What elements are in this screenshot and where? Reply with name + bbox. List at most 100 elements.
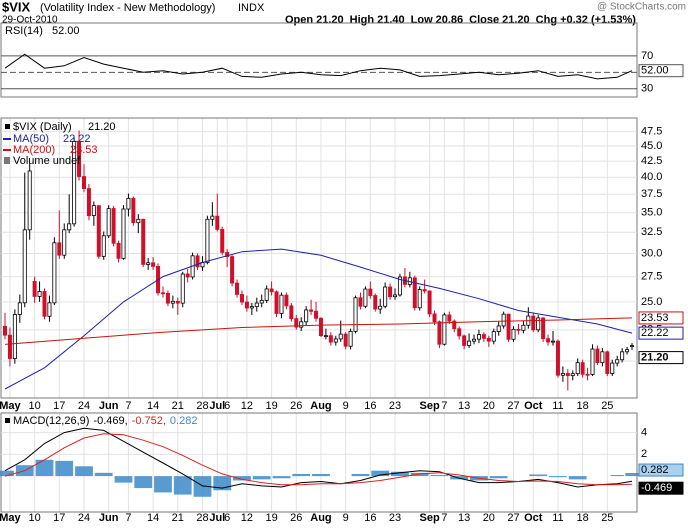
candle-body	[462, 335, 467, 346]
candle-body	[516, 328, 521, 331]
legend-value: 0.282	[170, 415, 198, 427]
histogram-bar	[410, 472, 429, 477]
value-label: 52.00	[641, 65, 669, 77]
histogram-bar	[351, 473, 370, 477]
quote-value: 21.20	[502, 14, 530, 26]
candle-body	[353, 297, 358, 332]
legend-name: MA(200)	[13, 144, 55, 156]
candle-body	[555, 340, 560, 376]
histogram-bar	[272, 476, 291, 479]
candle-body	[585, 373, 590, 376]
legend-value: 23.53	[70, 144, 98, 156]
candle-body	[481, 334, 486, 339]
x-tick-label: 17	[53, 512, 65, 524]
candle-body	[42, 291, 47, 317]
x-tick-label: Aug	[310, 400, 331, 412]
candle-body	[67, 223, 72, 231]
x-tick-label: Sep	[419, 400, 439, 412]
histogram-bar	[391, 471, 409, 477]
x-tick-label: 18	[577, 512, 589, 524]
y-tick-label: 70	[641, 50, 653, 62]
candle-body	[343, 333, 348, 347]
legend-name: Volume undef	[13, 155, 81, 167]
histogram-bar	[450, 476, 469, 480]
legend-swatch	[5, 418, 10, 423]
quote-label: Chg	[536, 14, 557, 26]
quote-label: Close	[469, 14, 499, 26]
legend-name: RSI(14)	[5, 25, 43, 37]
x-tick-label: 13	[458, 400, 470, 412]
histogram-bar	[430, 475, 449, 477]
y-tick-label: 27.5	[641, 270, 662, 282]
candle-body	[249, 306, 254, 309]
candle-body	[625, 349, 630, 353]
x-tick-label: 26	[290, 400, 302, 412]
histogram-bar	[75, 466, 93, 477]
candle-body	[432, 313, 437, 323]
x-tick-label: 14	[147, 400, 159, 412]
x-tick-label: 25	[601, 512, 613, 524]
date: 29-Oct-2010	[2, 15, 58, 26]
candle-body	[7, 334, 12, 359]
candle-body	[269, 288, 274, 293]
candle-body	[338, 333, 343, 340]
histogram-bar	[233, 476, 251, 481]
x-tick-label: 11	[552, 400, 563, 412]
candle-body	[368, 288, 373, 296]
series-line	[4, 248, 633, 390]
x-tick-label: 24	[78, 512, 90, 524]
candle-body	[541, 317, 546, 340]
value-box	[638, 64, 684, 78]
histogram-bar	[549, 476, 567, 478]
candle-body	[151, 262, 156, 267]
histogram-bar	[625, 473, 639, 477]
candle-body	[131, 197, 136, 224]
series-line	[4, 433, 633, 486]
histogram-bar	[134, 476, 153, 489]
x-tick-label: Oct	[524, 400, 543, 412]
candle-body	[62, 229, 67, 256]
histogram-bar	[173, 476, 192, 495]
x-tick-label: 20	[483, 400, 495, 412]
candle-body	[620, 351, 625, 361]
candle-body	[27, 170, 32, 231]
candle-body	[220, 228, 225, 253]
x-tick-label: 7	[125, 400, 131, 412]
candle-body	[412, 277, 417, 309]
x-tick-label: 10	[28, 512, 40, 524]
legend-swatch	[4, 157, 10, 164]
candle-body	[397, 276, 402, 296]
symbol: $VIX	[2, 0, 31, 14]
histogram-bar	[489, 476, 508, 479]
quote-value: 21.40	[377, 14, 405, 26]
x-tick-label: 6	[224, 400, 230, 412]
candle-body	[447, 314, 452, 322]
candle-body	[230, 256, 235, 284]
legend-value: 52.00	[52, 25, 80, 37]
histogram-bar	[114, 476, 133, 483]
x-tick-label: 24	[78, 400, 90, 412]
candle-body	[560, 373, 565, 376]
value-label: -0.469	[641, 482, 672, 494]
candle-body	[457, 328, 462, 337]
value-box	[638, 326, 684, 340]
candle-body	[116, 242, 121, 259]
candle-body	[81, 176, 86, 189]
y-tick-label: 37.5	[641, 188, 662, 200]
candle-body	[185, 273, 190, 278]
value-box	[638, 463, 684, 477]
x-tick-label: Oct	[524, 512, 543, 524]
candle-body	[437, 321, 442, 345]
legend-name: MACD(12,26,9)	[13, 415, 89, 427]
candle-body	[309, 309, 314, 312]
candle-body	[264, 288, 269, 301]
x-tick-label: 27	[507, 512, 519, 524]
quote-label: Low	[411, 14, 433, 26]
value-label: 21.20	[641, 352, 669, 364]
candle-body	[442, 314, 447, 345]
candle-body	[175, 300, 180, 304]
y-tick-label: 30	[641, 83, 653, 95]
candle-body	[170, 300, 175, 304]
x-tick-label: 9	[343, 400, 349, 412]
x-tick-label: 12	[241, 400, 253, 412]
